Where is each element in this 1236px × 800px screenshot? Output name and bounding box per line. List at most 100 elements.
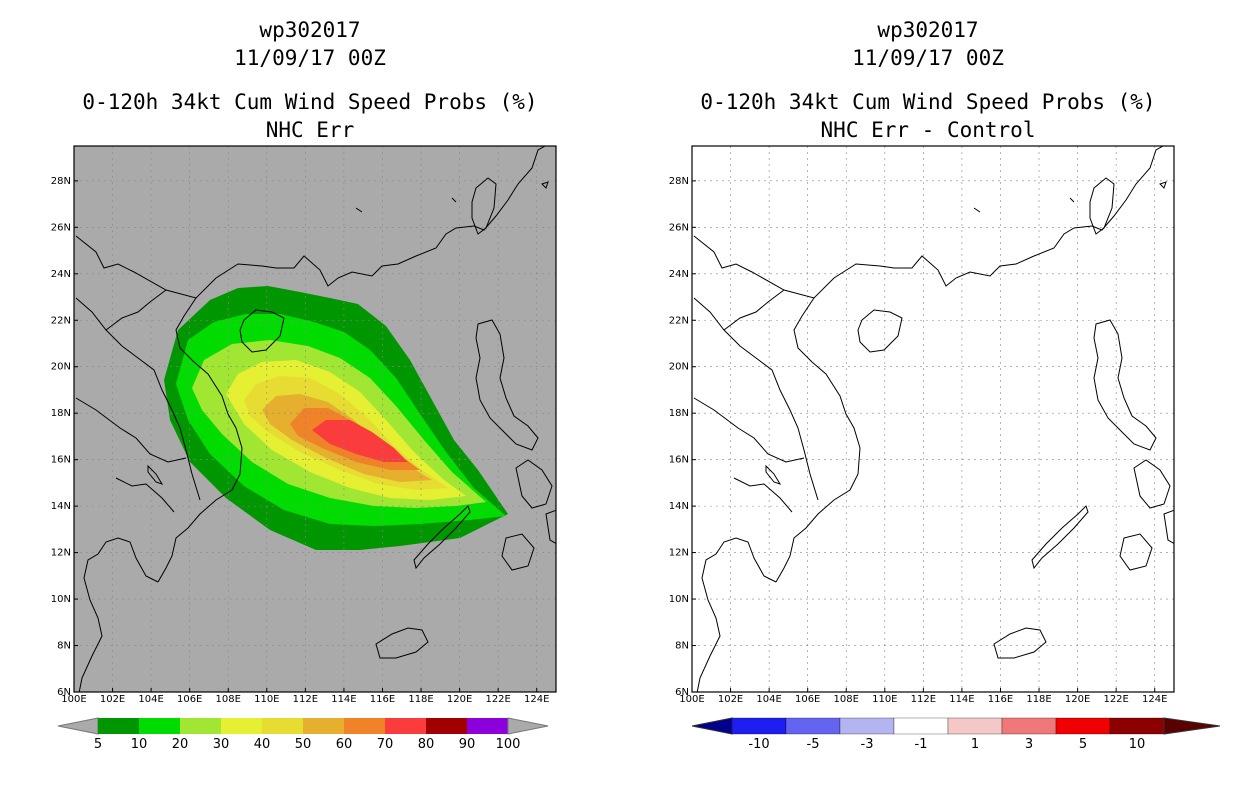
- lon-tick-label: 112E: [911, 694, 936, 705]
- colorbar-segment: [180, 718, 221, 734]
- colorbar-label: 10: [131, 737, 148, 752]
- lon-tick-label: 118E: [408, 694, 433, 705]
- colorbar-label: -3: [861, 737, 874, 752]
- lat-tick-label: 20N: [51, 362, 71, 373]
- colorbar-segment: [467, 718, 508, 734]
- lon-tick-label: 116E: [988, 694, 1013, 705]
- colorbar-label: -10: [748, 737, 769, 752]
- lon-tick-label: 106E: [795, 694, 820, 705]
- left-colorbar: 5 10 20 30 40 50 60 70 80 90 100: [57, 717, 549, 752]
- lon-tick-label: 110E: [872, 694, 897, 705]
- lon-tick-label: 114E: [331, 694, 356, 705]
- lon-tick-label: 106E: [177, 694, 202, 705]
- colorbar-segment: [1001, 717, 1057, 735]
- lat-tick-label: 24N: [669, 269, 689, 280]
- colorbar-left-arrow: [57, 717, 99, 735]
- prob-70-contour: [312, 420, 408, 462]
- right-subtitle: NHC Err - Control: [820, 118, 1036, 142]
- colorbar-segment: [731, 717, 787, 735]
- lat-tick-label: 26N: [669, 222, 689, 233]
- colorbar-segment: [344, 718, 385, 734]
- lat-tick-label: 28N: [669, 176, 689, 187]
- lat-tick-label: 6N: [57, 687, 71, 698]
- colorbar-segment: [893, 717, 949, 735]
- lat-tick-label: 26N: [51, 222, 71, 233]
- colorbar-segment: [98, 718, 139, 734]
- right-product-title: 0-120h 34kt Cum Wind Speed Probs (%): [700, 90, 1156, 114]
- colorbar-segment: [839, 717, 895, 735]
- lat-tick-label: 12N: [51, 548, 71, 559]
- left-subtitle: NHC Err: [265, 118, 355, 142]
- lon-tick-label: 110E: [254, 694, 279, 705]
- right-grid: [692, 146, 1174, 692]
- colorbar-segment: [385, 718, 426, 734]
- colorbar-label: 10: [1129, 737, 1146, 752]
- colorbar-label: 3: [1025, 737, 1033, 752]
- lat-tick-label: 12N: [669, 548, 689, 559]
- lon-tick-label: 124E: [524, 694, 549, 705]
- lon-tick-label: 102E: [718, 694, 743, 705]
- left-storm-id: wp302017: [259, 18, 361, 42]
- left-datetime: 11/09/17 00Z: [234, 46, 386, 70]
- lat-tick-label: 28N: [51, 176, 71, 187]
- colorbar-label: 60: [336, 737, 353, 752]
- colorbar-right-arrow: [1163, 717, 1221, 735]
- left-probability-contours: [164, 286, 508, 550]
- lat-tick-label: 18N: [669, 408, 689, 419]
- lat-tick-label: 10N: [51, 594, 71, 605]
- colorbar-segment: [785, 717, 841, 735]
- lon-tick-label: 122E: [485, 694, 510, 705]
- lat-tick-label: 16N: [669, 455, 689, 466]
- lon-tick-label: 104E: [138, 694, 163, 705]
- colorbar-label: 5: [94, 737, 102, 752]
- left-axis-ticks: 100E 102E 104E 106E 108E 110E 112E 114E 116E 118E…: [51, 176, 550, 705]
- lat-tick-label: 24N: [51, 269, 71, 280]
- colorbar-segment: [1055, 717, 1111, 735]
- lat-tick-label: 8N: [57, 641, 71, 652]
- lon-tick-label: 108E: [834, 694, 859, 705]
- left-grid: [74, 146, 556, 692]
- lon-tick-label: 114E: [949, 694, 974, 705]
- colorbar-segment: [262, 718, 303, 734]
- right-axis-ticks: 100E 102E 104E 106E 108E 110E 112E 114E 116E 118E…: [669, 176, 1168, 705]
- lat-tick-label: 22N: [51, 315, 71, 326]
- colorbar-label: 80: [418, 737, 435, 752]
- colorbar-label: 100: [496, 737, 521, 752]
- colorbar-label: 1: [971, 737, 979, 752]
- colorbar-label: -5: [807, 737, 820, 752]
- colorbar-label: 5: [1079, 737, 1087, 752]
- lon-tick-label: 108E: [216, 694, 241, 705]
- colorbar-label: -1: [915, 737, 928, 752]
- lat-tick-label: 18N: [51, 408, 71, 419]
- left-product-title: 0-120h 34kt Cum Wind Speed Probs (%): [82, 90, 538, 114]
- colorbar-left-arrow: [691, 717, 733, 735]
- colorbar-label: 70: [377, 737, 394, 752]
- colorbar-right-arrow: [507, 717, 549, 735]
- colorbar-segment: [221, 718, 262, 734]
- colorbar-segment: [139, 718, 180, 734]
- lat-tick-label: 14N: [51, 501, 71, 512]
- colorbar-label: 50: [295, 737, 312, 752]
- right-map-background: [692, 146, 1174, 692]
- colorbar-segment: [947, 717, 1003, 735]
- colorbar-label: 30: [213, 737, 230, 752]
- lon-tick-label: 102E: [100, 694, 125, 705]
- lon-tick-label: 112E: [293, 694, 318, 705]
- lon-tick-label: 104E: [756, 694, 781, 705]
- right-storm-id: wp302017: [877, 18, 979, 42]
- lon-tick-label: 100E: [61, 694, 86, 705]
- right-map-frame: [691, 145, 1175, 693]
- colorbar-segment: [303, 718, 344, 734]
- lat-tick-label: 22N: [669, 315, 689, 326]
- colorbar-segment: [1109, 717, 1165, 735]
- lat-tick-label: 14N: [669, 501, 689, 512]
- lon-tick-label: 124E: [1142, 694, 1167, 705]
- lon-tick-label: 100E: [679, 694, 704, 705]
- lat-tick-label: 8N: [675, 641, 689, 652]
- colorbar-segment: [426, 718, 467, 734]
- right-datetime: 11/09/17 00Z: [852, 46, 1004, 70]
- colorbar-label: 90: [459, 737, 476, 752]
- lat-tick-label: 10N: [669, 594, 689, 605]
- lon-tick-label: 122E: [1103, 694, 1128, 705]
